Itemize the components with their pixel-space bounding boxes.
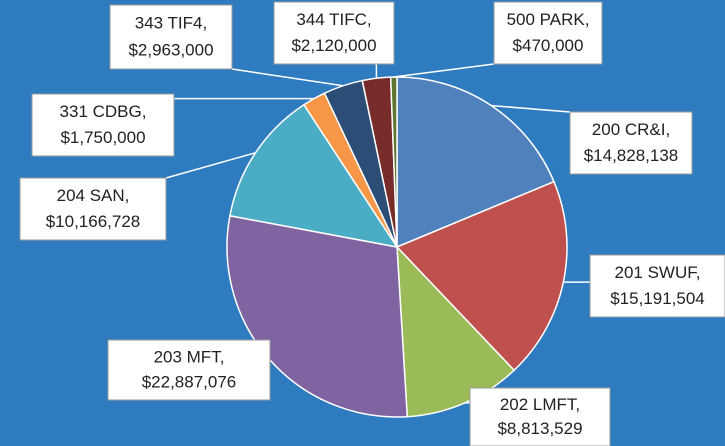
label-box [31, 93, 175, 157]
data-label-value: $2,963,000 [128, 41, 213, 60]
data-label-value: $1,750,000 [60, 128, 145, 147]
label-box [19, 177, 167, 241]
data-label-name: 204 SAN, [57, 186, 130, 205]
data-label-value: $14,828,138 [584, 146, 679, 165]
data-label-value: $2,120,000 [291, 36, 376, 55]
label-box [109, 4, 233, 70]
data-label-name: 202 LMFT, [500, 395, 580, 414]
data-label-name: 201 SWUF, [615, 263, 701, 282]
data-label-value: $15,191,504 [610, 289, 705, 308]
data-label-name: 343 TIF4, [135, 14, 207, 33]
data-label-value: $470,000 [513, 36, 584, 55]
leader-line [231, 68, 344, 87]
data-label-value: $8,813,529 [497, 419, 582, 438]
data-label-value: $10,166,728 [46, 212, 141, 231]
data-label-name: 500 PARK, [507, 10, 590, 29]
label-box [469, 387, 611, 446]
label-box [589, 254, 725, 318]
leader-line [393, 63, 495, 78]
data-label-name: 200 CR&I, [592, 120, 670, 139]
label-box [107, 339, 271, 401]
label-box [569, 111, 693, 175]
data-label-name: 344 TIFC, [296, 10, 371, 29]
data-label-value: $22,887,076 [142, 373, 237, 392]
leader-line [491, 104, 571, 113]
pie-slice [396, 76, 555, 249]
label-box [493, 1, 603, 65]
data-label-name: 331 CDBG, [60, 102, 147, 121]
pie-slice [395, 180, 568, 372]
pie-slice [229, 103, 399, 249]
pie-slice [396, 244, 516, 418]
data-label-name: 203 MFT, [154, 347, 225, 366]
leader-line [165, 151, 256, 179]
label-box [273, 1, 395, 65]
